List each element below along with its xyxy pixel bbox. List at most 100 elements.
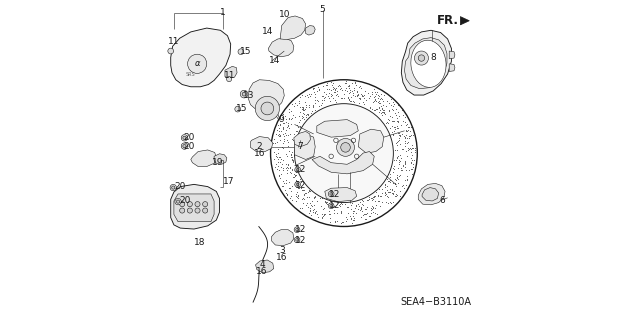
Circle shape <box>195 208 200 213</box>
Circle shape <box>242 92 246 96</box>
Circle shape <box>328 203 334 209</box>
Circle shape <box>415 51 428 65</box>
Circle shape <box>172 186 175 189</box>
Text: 14: 14 <box>269 56 280 65</box>
Circle shape <box>240 90 248 98</box>
Text: 20: 20 <box>184 133 195 142</box>
Circle shape <box>203 208 208 213</box>
Polygon shape <box>191 150 216 167</box>
Polygon shape <box>317 120 358 137</box>
Polygon shape <box>422 188 438 201</box>
Text: 7: 7 <box>297 142 303 151</box>
Text: 20: 20 <box>179 197 190 205</box>
Text: SEA4−B3110A: SEA4−B3110A <box>401 297 472 308</box>
Circle shape <box>188 54 207 73</box>
Text: 1: 1 <box>220 8 225 17</box>
Text: 12: 12 <box>294 165 306 174</box>
Text: SRS: SRS <box>186 72 196 78</box>
Polygon shape <box>171 184 220 229</box>
Text: 12: 12 <box>295 225 307 234</box>
Polygon shape <box>248 80 284 112</box>
Text: 11: 11 <box>223 71 235 80</box>
Text: 12: 12 <box>329 190 340 199</box>
Polygon shape <box>460 17 469 25</box>
Polygon shape <box>214 154 227 164</box>
Circle shape <box>170 184 177 191</box>
Circle shape <box>188 208 193 213</box>
Polygon shape <box>419 183 445 205</box>
Text: 16: 16 <box>253 149 265 158</box>
Circle shape <box>168 48 173 54</box>
Text: 20: 20 <box>184 142 195 151</box>
Text: 11: 11 <box>168 37 179 46</box>
Polygon shape <box>294 131 310 147</box>
Circle shape <box>295 182 301 187</box>
Polygon shape <box>268 38 294 57</box>
Polygon shape <box>171 28 230 87</box>
Circle shape <box>203 202 208 207</box>
Text: 16: 16 <box>256 267 268 276</box>
Circle shape <box>227 77 232 82</box>
Polygon shape <box>225 66 237 78</box>
Circle shape <box>261 102 274 115</box>
Circle shape <box>183 136 186 139</box>
Text: 2: 2 <box>257 142 262 151</box>
Text: 12: 12 <box>294 181 306 189</box>
Text: FR.: FR. <box>437 14 459 27</box>
Circle shape <box>294 104 394 203</box>
Circle shape <box>294 227 300 233</box>
Circle shape <box>188 202 193 207</box>
Polygon shape <box>401 30 451 95</box>
Circle shape <box>337 138 355 156</box>
Text: 18: 18 <box>194 238 205 247</box>
Circle shape <box>238 49 244 55</box>
Circle shape <box>180 202 185 207</box>
Polygon shape <box>324 188 356 202</box>
Circle shape <box>181 143 188 149</box>
Polygon shape <box>271 230 294 246</box>
Text: 12: 12 <box>295 236 307 245</box>
Circle shape <box>175 198 181 205</box>
Circle shape <box>183 145 186 148</box>
Text: α: α <box>195 59 200 68</box>
Text: 14: 14 <box>262 27 273 36</box>
Text: 20: 20 <box>174 182 185 191</box>
Text: 15: 15 <box>236 104 248 113</box>
Circle shape <box>419 55 424 61</box>
Text: 4: 4 <box>259 260 265 269</box>
Text: 8: 8 <box>430 53 436 62</box>
Circle shape <box>255 96 280 121</box>
Circle shape <box>295 167 301 173</box>
Circle shape <box>340 143 350 152</box>
Text: 12: 12 <box>329 201 340 210</box>
Circle shape <box>294 237 300 243</box>
Circle shape <box>235 106 241 112</box>
Polygon shape <box>294 134 316 160</box>
Text: 10: 10 <box>278 10 290 19</box>
Text: 13: 13 <box>243 91 254 100</box>
Text: 9: 9 <box>278 115 284 124</box>
Circle shape <box>180 208 185 213</box>
Text: 16: 16 <box>276 253 287 262</box>
Polygon shape <box>250 137 273 152</box>
Polygon shape <box>306 26 316 35</box>
Circle shape <box>177 200 180 203</box>
Text: 17: 17 <box>223 177 234 186</box>
Circle shape <box>328 191 334 197</box>
Text: 5: 5 <box>319 5 325 14</box>
Circle shape <box>181 135 188 141</box>
Polygon shape <box>404 38 447 89</box>
Polygon shape <box>449 64 455 71</box>
Text: 3: 3 <box>279 246 285 255</box>
Polygon shape <box>280 16 306 40</box>
Ellipse shape <box>411 40 446 87</box>
Polygon shape <box>255 260 274 273</box>
Text: 6: 6 <box>440 197 445 205</box>
Polygon shape <box>312 152 374 174</box>
Polygon shape <box>358 129 384 153</box>
Text: 15: 15 <box>239 47 251 56</box>
Polygon shape <box>174 194 214 222</box>
Circle shape <box>195 202 200 207</box>
Text: 19: 19 <box>212 158 223 167</box>
Polygon shape <box>449 51 455 59</box>
